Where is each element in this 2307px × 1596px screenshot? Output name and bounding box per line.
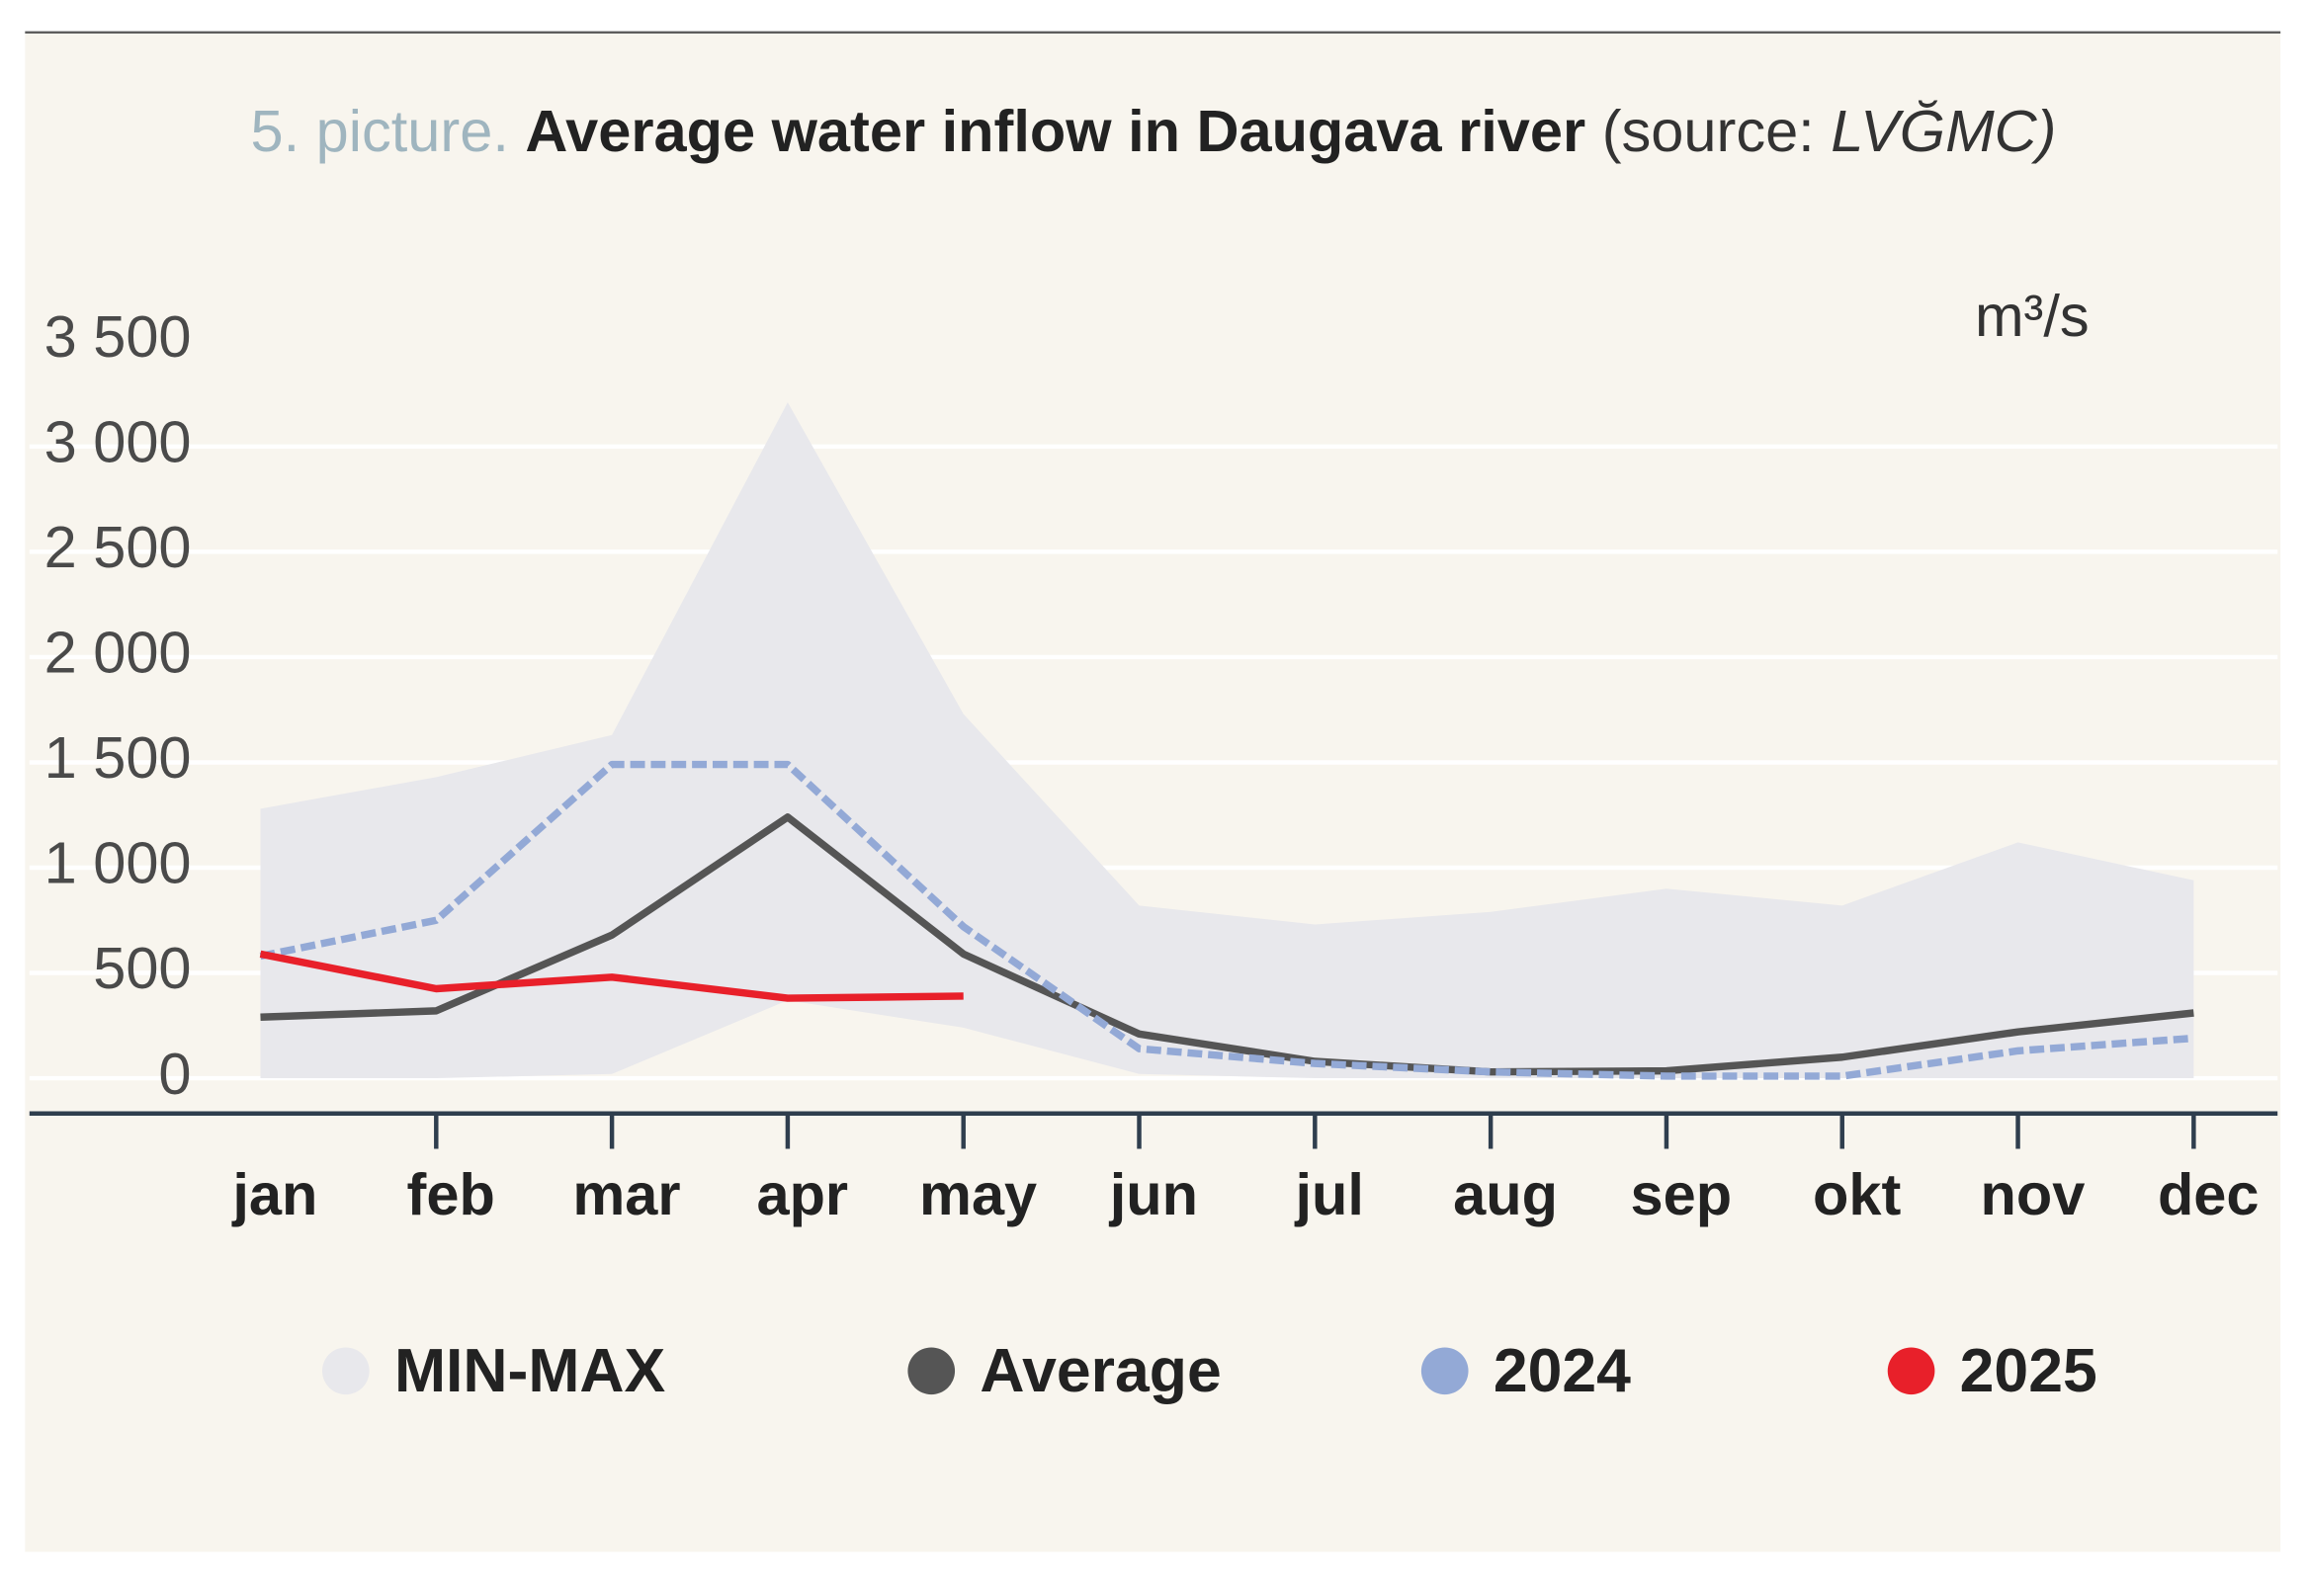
legend-marker [907,1347,956,1395]
y-tick-label: 1 000 [44,830,192,896]
y-tick-label: 500 [93,935,191,1001]
y-tick-label: 0 [158,1041,191,1107]
source-prefix: (source: [1602,98,1815,164]
legend-marker [1420,1347,1469,1395]
series-line [259,760,2194,1080]
legend-label: Average [980,1336,1221,1405]
x-tick-label: okt [1813,1161,1901,1227]
legend-label: 2024 [1494,1336,1631,1405]
x-tick-label: jul [1294,1161,1363,1227]
chart-title: Average water inflow in Daugava river [525,98,1585,164]
title-prefix: 5. picture. [251,98,509,164]
x-tick-label: feb [407,1161,495,1227]
legend-marker [1887,1347,1935,1395]
legend-label: MIN-MAX [394,1336,666,1405]
y-tick-label: 2 000 [44,620,192,686]
chart-title-group: 5. picture. Average water inflow in Daug… [251,98,2057,164]
x-tick-label: apr [756,1161,848,1227]
y-tick-label: 1 500 [44,724,192,791]
series-line [260,813,2194,1076]
y-tick-label: 2 500 [44,514,192,580]
x-tick-label: may [919,1161,1037,1227]
legend-label: 2025 [1960,1336,2097,1405]
x-tick-label: mar [572,1161,680,1227]
y-unit: m³/s [1975,283,2090,349]
x-tick-label: nov [1981,1161,2086,1227]
legend-marker [322,1347,370,1395]
y-tick-label: 3 000 [44,409,192,475]
range-area [260,402,2194,1079]
x-tick-label: jan [231,1161,317,1227]
source: LVĞMC) [1831,98,2056,164]
x-tick-label: aug [1453,1161,1558,1227]
x-tick-label: sep [1631,1161,1733,1227]
x-tick-label: jun [1109,1161,1198,1227]
y-tick-label: 3 500 [44,303,192,370]
x-tick-label: dec [2158,1161,2260,1227]
series-line [259,950,964,1002]
